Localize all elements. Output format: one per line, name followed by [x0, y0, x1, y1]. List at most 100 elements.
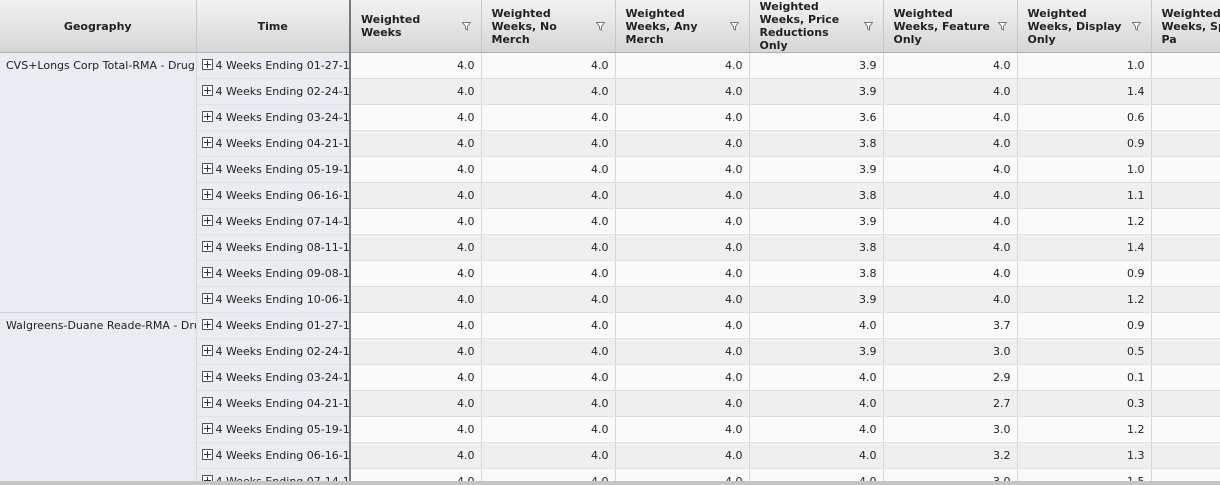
time-label: 4 Weeks Ending 07-14-13: [215, 215, 350, 228]
expand-button[interactable]: [201, 267, 213, 278]
value-cell: 3.9: [749, 52, 884, 79]
value-cell: 4.0: [481, 208, 616, 235]
empty-cell: [1151, 416, 1220, 443]
value-cell: 1.5: [1017, 468, 1152, 481]
data-row: 4 Weeks Ending 04-21-13 4.0 4.0 4.0 3.8 4.0 0.…: [0, 130, 1220, 157]
expand-button[interactable]: [201, 397, 213, 408]
expand-button[interactable]: [201, 241, 213, 252]
expand-button[interactable]: [201, 215, 213, 226]
column-header[interactable]: Weighted Weeks, Special Pa: [1151, 0, 1220, 53]
expand-button[interactable]: [201, 319, 213, 330]
empty-cell: [1151, 390, 1220, 417]
value-cell: 3.7: [883, 312, 1018, 339]
value-cell: 4.0: [883, 104, 1018, 131]
time-label: 4 Weeks Ending 03-24-13: [215, 371, 350, 384]
value-cell: 4.0: [749, 416, 884, 443]
value-cell: 4.0: [883, 156, 1018, 183]
column-header[interactable]: Geography: [0, 0, 197, 53]
column-header[interactable]: Weighted Weeks, Price Reductions Only: [749, 0, 884, 53]
value-cell: 4.0: [615, 104, 750, 131]
expand-button[interactable]: [201, 111, 213, 122]
value-cell: 4.0: [350, 338, 482, 365]
value-cell: 4.0: [615, 312, 750, 339]
time-label: 4 Weeks Ending 08-11-13: [215, 241, 350, 254]
value-cell: 4.0: [615, 416, 750, 443]
value-cell: 3.9: [749, 338, 884, 365]
expand-button[interactable]: [201, 449, 213, 460]
time-label: 4 Weeks Ending 06-16-13: [215, 449, 350, 462]
value-cell: 4.0: [350, 234, 482, 261]
column-header[interactable]: Weighted Weeks, No Merch: [481, 0, 616, 53]
expand-button[interactable]: [201, 345, 213, 356]
column-header[interactable]: Weighted Weeks, Any Merch: [615, 0, 750, 53]
time-label: 4 Weeks Ending 10-06-13: [215, 293, 350, 306]
expand-button[interactable]: [201, 371, 213, 382]
time-cell: 4 Weeks Ending 04-21-13: [196, 390, 351, 417]
value-cell: 4.0: [615, 156, 750, 183]
expand-button[interactable]: [201, 423, 213, 434]
value-cell: 4.0: [883, 78, 1018, 105]
expand-button[interactable]: [201, 59, 213, 70]
value-cell: 4.0: [481, 442, 616, 469]
value-cell: 4.0: [481, 52, 616, 79]
data-row: 4 Weeks Ending 02-24-13 4.0 4.0 4.0 3.9 3.0 0.…: [0, 338, 1220, 365]
time-label: 4 Weeks Ending 09-08-13: [215, 267, 350, 280]
grid-body: CVS+Longs Corp Total-RMA - Drug 4 Weeks E…: [0, 52, 1220, 481]
time-label: 4 Weeks Ending 04-21-13: [215, 137, 350, 150]
column-header[interactable]: Weighted Weeks: [350, 0, 482, 53]
value-cell: 0.6: [1017, 104, 1152, 131]
value-cell: 4.0: [615, 130, 750, 157]
value-cell: 4.0: [749, 364, 884, 391]
expand-button[interactable]: [201, 85, 213, 96]
data-row: 4 Weeks Ending 09-08-13 4.0 4.0 4.0 3.8 4.0 0.…: [0, 260, 1220, 287]
value-cell: 4.0: [883, 286, 1018, 313]
data-row: Walgreens-Duane Reade-RMA - Drug 4 Weeks …: [0, 312, 1220, 481]
empty-cell: [1151, 338, 1220, 365]
header-label: Weighted Weeks, Price Reductions Only: [759, 0, 840, 52]
value-cell: 1.0: [1017, 156, 1152, 183]
time-label: 4 Weeks Ending 03-24-13: [215, 111, 350, 124]
value-cell: 0.9: [1017, 260, 1152, 287]
column-header[interactable]: Weighted Weeks, Feature Only: [883, 0, 1018, 53]
header-label: Weighted Weeks, Special Pa: [1161, 6, 1220, 46]
column-header[interactable]: Weighted Weeks, Display Only: [1017, 0, 1152, 53]
time-label: 4 Weeks Ending 01-27-13: [215, 59, 350, 72]
value-cell: 4.0: [615, 208, 750, 235]
empty-cell: [1151, 442, 1220, 469]
time-label: 4 Weeks Ending 05-19-13: [215, 423, 350, 436]
value-cell: 4.0: [350, 390, 482, 417]
value-cell: 4.0: [615, 390, 750, 417]
empty-cell: [1151, 104, 1220, 131]
expand-button[interactable]: [201, 293, 213, 304]
value-cell: 4.0: [615, 234, 750, 261]
expand-button[interactable]: [201, 163, 213, 174]
header-label: Geography: [63, 19, 132, 33]
value-cell: 4.0: [481, 364, 616, 391]
empty-cell: [1151, 364, 1220, 391]
value-cell: 4.0: [481, 312, 616, 339]
expand-button[interactable]: [201, 189, 213, 200]
value-cell: 0.1: [1017, 364, 1152, 391]
column-header[interactable]: Time: [196, 0, 351, 53]
value-cell: 4.0: [883, 52, 1018, 79]
value-cell: 4.0: [481, 468, 616, 481]
empty-cell: [1151, 260, 1220, 287]
value-cell: 4.0: [615, 52, 750, 79]
empty-cell: [1151, 286, 1220, 313]
empty-cell: [1151, 234, 1220, 261]
time-label: 4 Weeks Ending 04-21-13: [215, 397, 350, 410]
time-cell: 4 Weeks Ending 03-24-13: [196, 364, 351, 391]
expand-button[interactable]: [201, 137, 213, 148]
value-cell: 4.0: [615, 286, 750, 313]
expand-button[interactable]: [201, 475, 213, 481]
data-row: 4 Weeks Ending 03-24-13 4.0 4.0 4.0 3.6 4.0 0.…: [0, 104, 1220, 131]
data-row: 4 Weeks Ending 04-21-13 4.0 4.0 4.0 4.0 2.7 0.…: [0, 390, 1220, 417]
header-row: Geography Time Weighted Weeks Weighted Week…: [0, 0, 1220, 53]
value-cell: 4.0: [350, 312, 482, 339]
value-cell: 1.0: [1017, 52, 1152, 79]
time-cell: 4 Weeks Ending 05-19-13: [196, 416, 351, 443]
value-cell: 1.2: [1017, 416, 1152, 443]
value-cell: 1.2: [1017, 208, 1152, 235]
data-row: 4 Weeks Ending 07-14-13 4.0 4.0 4.0 4.0 3.0 1.…: [0, 468, 1220, 481]
